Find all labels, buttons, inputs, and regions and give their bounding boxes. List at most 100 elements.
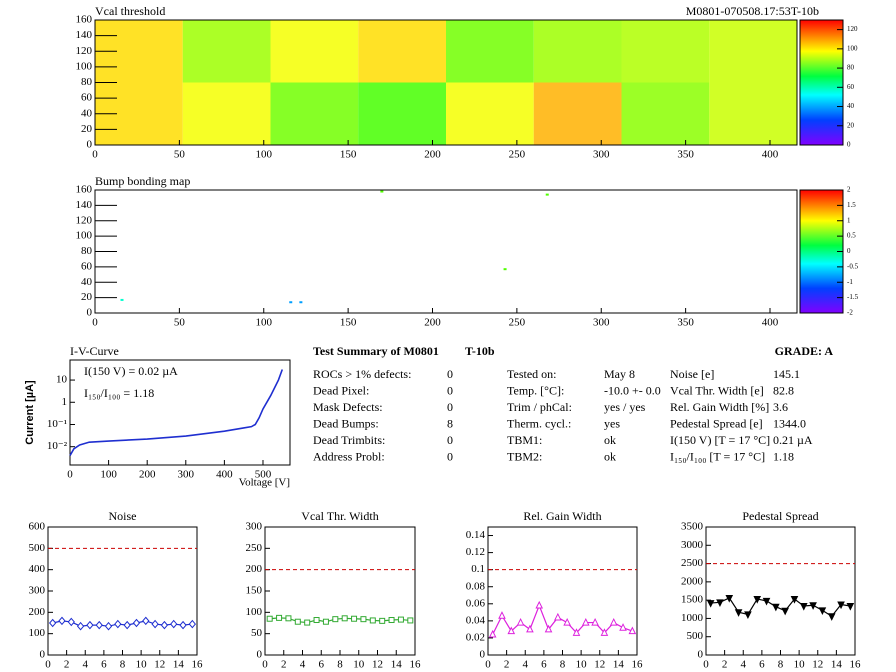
y-tick-label: 100	[76, 230, 93, 242]
z-tick-label: 100	[847, 44, 858, 52]
heat-cell	[446, 20, 534, 83]
y-tick-label: 160	[76, 184, 93, 196]
series-line	[52, 620, 193, 627]
summary-value: ok	[604, 449, 616, 463]
marker	[123, 620, 131, 630]
z-tick-label: 20	[847, 121, 855, 129]
summary-value: 0	[447, 367, 453, 381]
z-tick-label: 0.5	[847, 232, 856, 240]
series-line	[269, 617, 411, 624]
x-tick-label: 0	[45, 659, 51, 671]
annotation: I₁₅₀/I₁₀₀ = 1.18	[84, 386, 154, 400]
x-tick-label: 350	[677, 149, 694, 161]
frame	[47, 526, 198, 656]
heat-cell	[358, 82, 446, 145]
marker	[379, 617, 386, 624]
bump-defect	[545, 193, 549, 196]
x-tick-label: 200	[424, 317, 441, 329]
marker	[753, 596, 762, 604]
x-tick-label: 200	[139, 469, 156, 481]
z-tick-label: 80	[847, 64, 855, 72]
y-tick-label: 80	[81, 245, 93, 257]
chart-title: I-V-Curve	[70, 344, 119, 358]
summary-label: Temp. [°C]:	[507, 383, 564, 397]
y-tick-label: 50	[251, 627, 263, 639]
x-tick-label: 10	[353, 659, 365, 671]
marker	[818, 607, 827, 616]
marker	[706, 600, 715, 608]
y-tick-label: 140	[76, 199, 93, 211]
summary-value: 0.21 µA	[773, 433, 813, 447]
x-tick-label: 250	[509, 149, 526, 161]
marker	[48, 618, 57, 628]
summary-label: Vcal Thr. Width [e]	[670, 383, 764, 397]
y-tick-label: 40	[81, 107, 93, 119]
y-tick-label: 120	[76, 45, 93, 57]
marker	[397, 616, 404, 623]
y-tick-label: 0	[40, 649, 46, 661]
frame	[487, 526, 638, 656]
x-tick-label: 12	[594, 659, 605, 671]
x-tick-label: 400	[762, 149, 779, 161]
y-tick-label: 10⁻²	[47, 440, 68, 452]
marker	[544, 624, 553, 633]
marker	[488, 629, 497, 638]
y-tick-label: 0	[698, 649, 704, 661]
y-tick-label: 20	[81, 291, 93, 303]
y-tick-label: 300	[29, 585, 46, 597]
x-tick-label: 100	[100, 469, 117, 481]
summary-value: ok	[604, 433, 616, 447]
summary-grade: GRADE: A	[775, 344, 834, 358]
annotation: I(150 V) = 0.02 µA	[84, 364, 178, 378]
x-tick-label: 10	[576, 659, 588, 671]
bump-defect	[503, 268, 507, 271]
marker	[827, 613, 836, 621]
marker	[304, 619, 311, 626]
summary-title: Test Summary of M0801	[313, 344, 439, 358]
y-tick-label: 0.06	[466, 597, 486, 609]
z-tick-label: 1	[847, 216, 851, 224]
marker	[104, 621, 113, 631]
z-tick-label: 40	[847, 102, 855, 110]
z-tick-label: 60	[847, 83, 855, 91]
marker	[772, 603, 780, 612]
heat-cell	[533, 20, 622, 83]
marker	[322, 618, 329, 625]
y-tick-label: 0	[257, 649, 263, 661]
y-tick-label: 500	[29, 542, 46, 554]
x-tick-label: 4	[741, 659, 747, 671]
y-tick-label: 0.1	[471, 563, 485, 575]
x-tick-label: 50	[174, 149, 186, 161]
summary-label: Dead Trimbits:	[313, 433, 385, 447]
marker	[294, 618, 301, 625]
marker	[628, 626, 637, 635]
marker	[351, 615, 358, 622]
x-tick-label: 50	[174, 317, 186, 329]
y-tick-label: 0.14	[466, 529, 486, 541]
y-tick-label: 10⁻¹	[47, 418, 67, 430]
y-tick-label: 0.12	[466, 546, 485, 558]
marker	[285, 615, 292, 622]
x-tick-label: 8	[120, 659, 126, 671]
y-tick-label: 60	[81, 92, 93, 104]
marker	[332, 616, 339, 623]
marker	[591, 617, 599, 626]
palette	[799, 19, 844, 146]
marker	[837, 601, 845, 610]
summary-value: 0	[447, 383, 453, 397]
heat-cell	[446, 82, 534, 145]
y-tick-label: 100	[76, 60, 93, 72]
summary-value: 0	[447, 433, 453, 447]
x-tick-label: 150	[340, 317, 357, 329]
x-tick-label: 200	[424, 149, 441, 161]
x-tick-label: 16	[850, 659, 862, 671]
summary-label: Dead Pixel:	[313, 383, 369, 397]
marker	[799, 602, 808, 611]
x-tick-label: 8	[778, 659, 784, 671]
summary-label: Noise [e]	[670, 367, 714, 381]
x-tick-label: 4	[83, 659, 89, 671]
y-tick-label: 400	[29, 563, 46, 575]
marker	[360, 616, 367, 623]
y-tick-label: 40	[81, 276, 93, 288]
heat-cell	[709, 82, 797, 145]
